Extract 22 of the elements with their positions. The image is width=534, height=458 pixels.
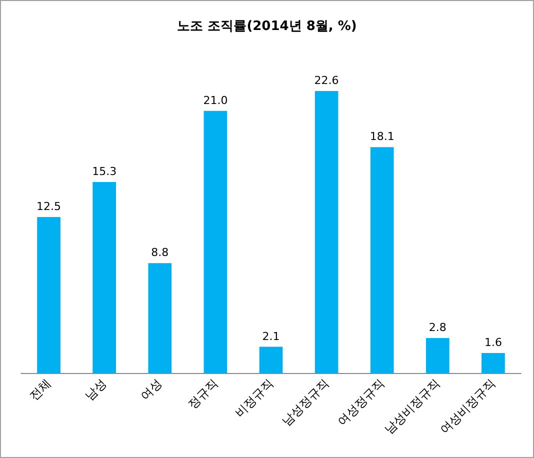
data-label: 12.5 [36,200,62,213]
x-tick-label: 남성 [82,376,110,403]
bar [92,182,116,373]
x-tick-label: 여성 [138,376,165,403]
data-label: 1.6 [484,336,502,350]
bar [426,338,450,373]
bar [259,346,283,373]
data-label: 8.8 [151,246,169,260]
chart-title: 노조 조직률(2014년 8월, %) [177,19,357,34]
data-label: 18.1 [370,130,394,144]
bar [37,217,60,373]
bar [370,147,394,373]
data-label: 15.3 [92,165,117,178]
data-label: 21.0 [203,94,228,107]
bar [148,263,172,373]
bar [482,353,505,373]
data-label: 2.8 [428,321,446,334]
bar [314,90,338,373]
data-label: 2.1 [262,330,280,343]
x-tick-label: 전체 [26,376,54,403]
data-label: 22.6 [314,74,339,87]
bar [204,110,228,373]
